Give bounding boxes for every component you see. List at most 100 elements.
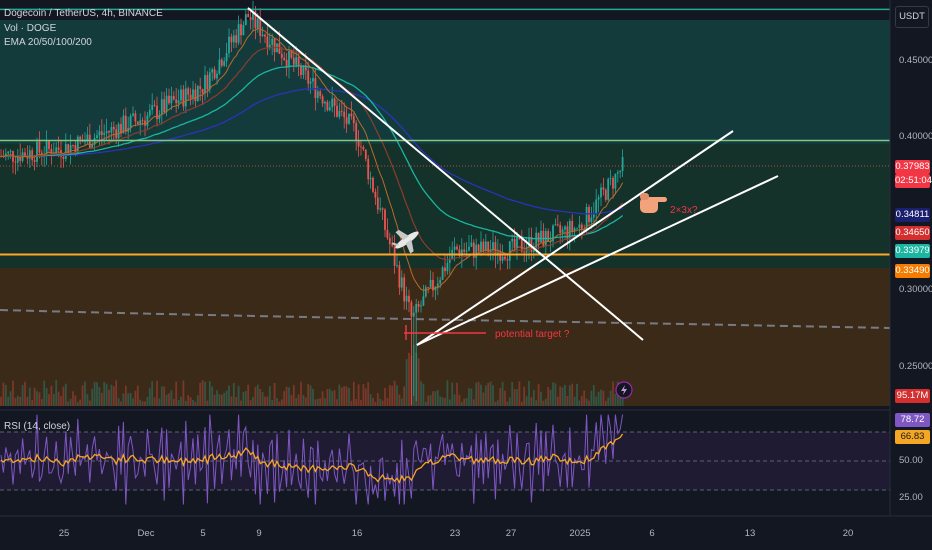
volume-bar (266, 396, 269, 406)
volume-bar (571, 383, 574, 406)
candle-body (576, 227, 578, 229)
volume-bar (585, 398, 588, 406)
candle-body (98, 131, 101, 136)
candle-body (398, 265, 401, 288)
volume-bar (146, 396, 149, 406)
candle-body (621, 157, 624, 171)
volume-bar (302, 395, 305, 406)
candle-body (312, 78, 314, 82)
candle-body (496, 250, 499, 256)
volume-bar (532, 389, 535, 406)
volume-bar (436, 390, 439, 406)
rsi-legend[interactable]: RSI (14, close) (4, 421, 71, 432)
candle-body (588, 206, 590, 223)
volume-bar (516, 389, 518, 406)
dashed-trend-line[interactable] (0, 309, 891, 329)
candle-body (314, 78, 317, 99)
candle-body (597, 197, 600, 200)
volume-bar (496, 400, 499, 406)
volume-bar (355, 399, 358, 406)
volume-bar (511, 382, 514, 406)
upper-wedge-line[interactable] (416, 130, 734, 346)
volume-bar (446, 380, 449, 406)
hand-label: 2×3x? (670, 205, 698, 216)
candle-body (396, 265, 398, 266)
candle-body (24, 152, 26, 157)
candle-body (391, 244, 394, 247)
candle-body (151, 105, 154, 110)
volume-bar (40, 399, 43, 406)
candle-body (472, 242, 475, 258)
ema200-line (0, 88, 623, 215)
candle-body (595, 199, 598, 214)
candle-body (216, 73, 218, 79)
candle-body (290, 49, 293, 58)
candle-body (420, 305, 422, 307)
candle-body (412, 312, 415, 317)
rsi-tick-50: 50.00 (899, 455, 923, 466)
candle-body (273, 38, 276, 53)
volume-bar (177, 400, 180, 406)
candle-body (67, 144, 70, 154)
volume-bar (117, 398, 120, 406)
candle-body (177, 100, 180, 104)
candle-body (436, 283, 439, 287)
candle-body (57, 147, 60, 150)
candle-body (180, 89, 182, 101)
candle-body (268, 44, 271, 48)
volume-bar (4, 384, 7, 406)
volume-bar (79, 399, 82, 406)
candle-body (609, 178, 612, 179)
volume-bar (228, 385, 230, 406)
volume-bar (86, 394, 89, 406)
candle-body (484, 241, 487, 251)
candle-body (475, 244, 478, 258)
volume-bar (561, 387, 564, 406)
volume-bar (201, 380, 204, 406)
rsi-tag: 78.72 (895, 413, 930, 427)
volume-bar (127, 393, 130, 406)
ema-legend[interactable]: EMA 20/50/100/200 (4, 37, 92, 48)
volume-bar (144, 401, 146, 406)
volume-bar (307, 384, 310, 406)
volume-bar (184, 400, 187, 406)
candle-body (91, 144, 94, 148)
candle-body (499, 250, 502, 261)
candle-body (482, 241, 485, 251)
candle-body (223, 61, 226, 66)
candle-body (602, 187, 605, 190)
symbol-title[interactable]: Dogecoin / TetherUS, 4h, BINANCE (4, 8, 163, 19)
volume-bar (369, 394, 372, 406)
volume-bar (50, 385, 53, 406)
rsi-ma-line (0, 433, 624, 484)
volume-bar (592, 385, 595, 406)
currency-button[interactable]: USDT (895, 6, 929, 28)
volume-bar (232, 382, 235, 406)
volume-bar (372, 398, 374, 406)
volume-legend[interactable]: Vol · DOGE (4, 23, 57, 34)
candle-body (48, 141, 50, 149)
downtrend-line[interactable] (247, 7, 644, 341)
candle-body (530, 236, 533, 252)
volume-bar (535, 400, 538, 406)
lightning-icon[interactable] (615, 381, 633, 399)
ema50-tag: 0.34650 (895, 226, 930, 240)
volume-bar (2, 382, 5, 406)
candle-body (501, 256, 504, 261)
volume-bar (573, 396, 576, 406)
x-tick-25: 25 (58, 528, 70, 539)
candle-body (256, 18, 259, 28)
lower-wedge-line[interactable] (416, 175, 779, 346)
volume-bar (244, 391, 247, 406)
volume-bar (96, 382, 98, 406)
candle-body (463, 249, 466, 252)
candle-body (537, 232, 540, 243)
candle-body (124, 115, 127, 132)
volume-bar (285, 386, 288, 406)
volume-bar (513, 388, 516, 406)
candles-layer (0, 0, 624, 406)
candle-body (511, 238, 514, 242)
volume-bar (398, 394, 401, 406)
volume-bar (552, 382, 554, 406)
